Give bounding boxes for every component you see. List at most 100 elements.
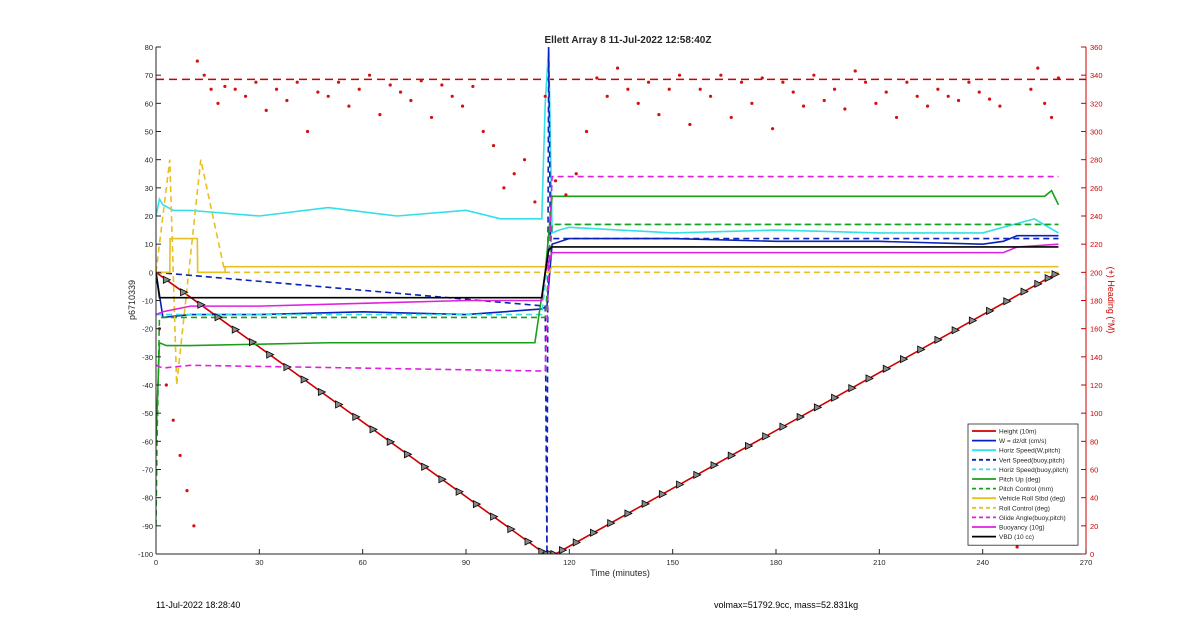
heading-point (185, 489, 189, 493)
height-marker (882, 364, 892, 373)
heading-point (440, 83, 444, 87)
x-tick-label: 120 (563, 558, 576, 567)
heading-point (884, 90, 888, 94)
legend-entry-label: Horiz Speed(W,pitch) (999, 448, 1060, 455)
heading-point (853, 69, 857, 73)
y-tick-label-left: -60 (142, 437, 153, 446)
heading-point (209, 87, 213, 91)
heading-point (316, 90, 320, 94)
height-marker (951, 326, 961, 335)
y-tick-label-right: 280 (1090, 156, 1103, 165)
heading-point (967, 80, 971, 84)
y-tick-label-right: 60 (1090, 466, 1098, 475)
heading-point (843, 107, 847, 111)
height-marker (266, 350, 275, 359)
heading-point (305, 129, 310, 134)
height-marker (572, 538, 582, 547)
heading-point (233, 87, 237, 91)
y-tick-label-left: -30 (142, 353, 153, 362)
y-tick-label-right: 40 (1090, 494, 1098, 503)
heading-point (295, 80, 299, 84)
legend-entry-label: W = dz/dt (cm/s) (999, 438, 1047, 445)
y-tick-label-right: 0 (1090, 550, 1094, 559)
height-marker (745, 441, 754, 451)
legend: Height (10m) W = dz/dt (cm/s) Horiz Speed(… (967, 423, 1079, 546)
heading-point (698, 87, 702, 91)
heading-point (450, 94, 454, 98)
heading-point (822, 98, 826, 103)
x-axis-label: Time (minutes) (590, 568, 650, 578)
height-marker (590, 528, 599, 537)
heading-point (388, 83, 392, 87)
height-marker (968, 316, 978, 325)
heading-point (502, 186, 506, 190)
y-tick-label-right: 300 (1090, 128, 1103, 137)
y-tick-label-right: 200 (1090, 268, 1103, 277)
y-tick-label-left: 20 (145, 212, 153, 221)
heading-point (791, 90, 795, 94)
series-line-1 (156, 271, 1059, 554)
y-tick-label-right: 240 (1090, 212, 1103, 221)
y-tick-label-left: 70 (145, 71, 153, 80)
height-marker (1034, 279, 1043, 289)
heading-point (285, 98, 289, 103)
height-marker (831, 393, 840, 402)
heading-point (481, 129, 485, 134)
x-tick-label: 90 (462, 558, 470, 567)
y-tick-label-right: 180 (1090, 297, 1103, 306)
heading-point (171, 418, 175, 422)
height-marker (676, 480, 685, 489)
y-tick-label-right: 220 (1090, 240, 1103, 249)
heading-point (936, 87, 940, 91)
y-tick-label-left: 30 (145, 184, 153, 193)
heading-point (770, 127, 775, 131)
heading-point (1056, 76, 1061, 80)
series-line-6 (156, 189, 1060, 442)
heading-point (533, 200, 537, 204)
y-tick-label-left: -10 (142, 297, 153, 306)
plot-area (156, 47, 1086, 554)
heading-point (336, 80, 341, 84)
heading-point (915, 94, 919, 98)
height-marker (180, 288, 189, 297)
height-marker (641, 499, 651, 508)
series-line-9 (156, 159, 1059, 386)
heading-point (801, 104, 806, 108)
y-tick-label-left: -50 (142, 409, 153, 418)
height-marker (917, 345, 926, 354)
height-marker (559, 545, 568, 554)
heading-point (460, 104, 465, 108)
height-marker (231, 325, 241, 334)
heading-point (708, 94, 713, 98)
heading-point (254, 80, 258, 84)
y-tick-label-left: 80 (145, 43, 153, 52)
height-marker (550, 549, 559, 554)
heading-point (667, 87, 671, 91)
height-marker (796, 412, 806, 422)
height-marker (162, 275, 172, 284)
height-marker (865, 374, 874, 383)
heading-point (646, 80, 651, 84)
heading-point (195, 59, 199, 63)
height-marker (693, 470, 702, 480)
legend-entry-label: Horiz Speed(buoy,pitch) (999, 467, 1068, 474)
y-tick-label-left: 60 (145, 99, 153, 108)
legend-entry-label: Roll Control (deg) (999, 505, 1050, 512)
heading-point (429, 115, 434, 120)
legend-entry-label: Pitch Control (mm) (999, 486, 1053, 493)
height-marker (490, 512, 499, 521)
y-tick-label-left: -80 (142, 494, 153, 503)
y-tick-label-left: 40 (145, 156, 153, 165)
y-tick-label-left: -100 (138, 550, 153, 559)
y-tick-label-right: 360 (1090, 43, 1103, 52)
heading-point (512, 172, 516, 176)
heading-point (367, 73, 372, 77)
height-marker (472, 500, 482, 509)
heading-point (347, 104, 351, 108)
height-marker (404, 450, 413, 459)
height-marker (335, 400, 344, 409)
y-tick-label-left: 0 (149, 268, 153, 277)
heading-point (677, 73, 682, 77)
y-tick-label-right: 80 (1090, 437, 1098, 446)
